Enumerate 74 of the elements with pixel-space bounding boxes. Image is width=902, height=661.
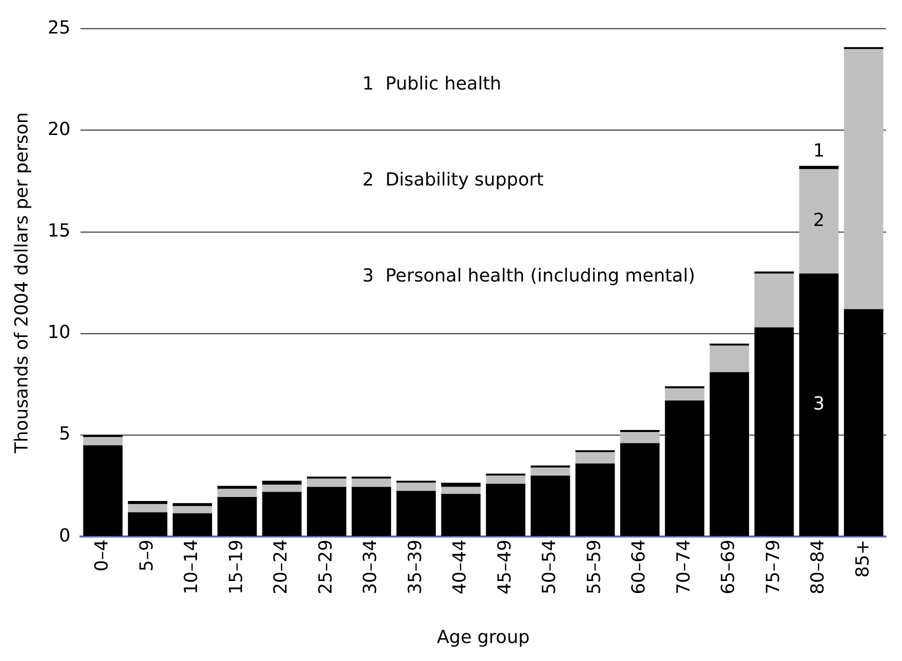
bar	[441, 486, 481, 494]
annotation: 1	[813, 140, 825, 162]
annotation: 1 Public health	[362, 73, 502, 94]
x-tick-label: 75–79	[762, 540, 784, 594]
x-tick-label: 60–64	[628, 540, 650, 594]
bar	[217, 486, 257, 489]
x-tick-label: 55–59	[584, 540, 605, 594]
bar	[262, 480, 302, 485]
x-tick-label: 85+	[852, 540, 874, 578]
x-tick-label: 45–49	[494, 540, 516, 594]
x-tick-label: 25–29	[315, 540, 336, 594]
x-tick-label: 5–9	[136, 540, 158, 572]
bar	[83, 437, 123, 446]
x-tick-label: 20–24	[270, 540, 292, 594]
bar	[217, 488, 257, 497]
annotation: 3	[813, 394, 825, 415]
annotation: 2	[813, 210, 825, 231]
bar	[754, 327, 794, 536]
x-tick-label: 40–44	[450, 540, 471, 594]
annotation: 3 Personal health (including mental)	[362, 265, 696, 286]
bar	[306, 486, 346, 536]
bar	[530, 468, 570, 476]
bar	[128, 512, 168, 536]
bar	[128, 501, 168, 504]
x-tick-label: 65–69	[718, 540, 740, 594]
y-tick-label: 25	[48, 17, 71, 38]
bar	[710, 372, 750, 536]
y-axis-title: Thousands of 2004 dollars per person	[11, 112, 32, 454]
bar	[262, 492, 302, 536]
bar	[799, 168, 839, 274]
bar	[575, 452, 615, 464]
bar	[799, 166, 839, 169]
bar	[352, 478, 392, 487]
bar	[396, 490, 436, 536]
bar	[396, 482, 436, 491]
bar	[172, 506, 212, 514]
x-tick-label: 30–34	[360, 540, 382, 594]
x-tick-label: 50–54	[539, 540, 560, 594]
y-tick-label: 10	[48, 322, 71, 344]
annotation: 2 Disability support	[362, 169, 544, 190]
bar	[172, 513, 212, 536]
bar	[128, 504, 168, 512]
bar	[441, 482, 481, 487]
bar	[306, 478, 346, 487]
bar	[486, 484, 526, 536]
x-tick-label: 0–4	[92, 540, 113, 572]
bar	[575, 463, 615, 536]
x-tick-label: 80–84	[808, 540, 829, 594]
y-tick-label: 20	[48, 119, 71, 140]
bar	[620, 432, 660, 444]
x-tick-label: 10–14	[181, 540, 202, 594]
bar	[530, 476, 570, 536]
y-tick-label: 5	[59, 424, 71, 445]
bar	[172, 503, 212, 506]
x-tick-label: 15–19	[226, 540, 247, 594]
bar	[710, 346, 750, 372]
x-axis-title: Age group	[436, 626, 530, 648]
bar	[486, 476, 526, 484]
bar	[844, 49, 884, 310]
bar	[844, 309, 884, 536]
bar	[754, 274, 794, 328]
bar	[352, 486, 392, 536]
bar	[217, 496, 257, 536]
bar	[799, 274, 839, 536]
bar	[262, 484, 302, 492]
y-tick-label: 15	[48, 220, 71, 242]
bar	[441, 494, 481, 536]
x-tick-label: 70–74	[673, 540, 694, 594]
bar	[83, 445, 123, 536]
bar	[620, 443, 660, 536]
y-tick-label: 0	[59, 525, 71, 546]
bar	[664, 400, 704, 536]
bar	[664, 388, 704, 401]
x-tick-label: 35–39	[404, 540, 426, 594]
